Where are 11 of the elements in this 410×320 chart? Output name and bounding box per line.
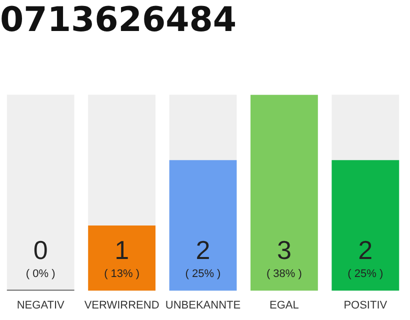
data-label: 0 ( 0% ) <box>26 234 56 280</box>
x-tick-label: NEGATIV <box>16 299 65 312</box>
x-tick-label: VERWIRREND <box>84 299 160 312</box>
data-label: 2 ( 25% ) <box>348 234 384 280</box>
data-label: 2 ( 25% ) <box>185 234 221 280</box>
x-tick-label: UNBEKANNTE <box>165 299 241 312</box>
chart-title: 0713626484 <box>0 0 237 40</box>
x-tick-label: EGAL <box>270 299 299 312</box>
data-label: 3 ( 38% ) <box>266 234 302 280</box>
x-tick-label: POSITIV <box>344 299 388 312</box>
data-label: 1 ( 13% ) <box>104 234 140 280</box>
